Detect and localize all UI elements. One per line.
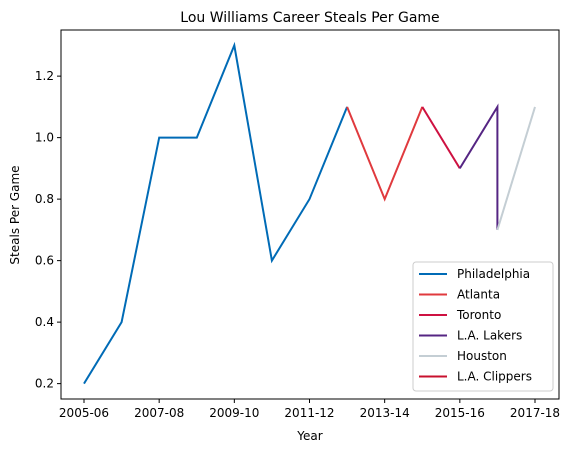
x-tick-label: 2011-12: [284, 406, 334, 420]
series-line: [83, 41, 349, 385]
y-tick-label: 0.6: [35, 254, 54, 268]
legend: Philadelphia Atlanta Toronto L.A. Lakers Hou…: [412, 261, 554, 392]
axis-ticks: 2005-06 2007-08 2009-10 2011-12 2013-14 2015-…: [35, 69, 560, 420]
x-tick-label: 2017-18: [510, 406, 560, 420]
y-tick-label: 0.8: [35, 192, 54, 206]
y-tick-label: 1.0: [35, 131, 54, 145]
y-axis-label: Steals Per Game: [8, 165, 22, 264]
legend-entry: Atlanta: [457, 288, 500, 302]
x-tick-label: 2005-06: [59, 406, 109, 420]
legend-entry: L.A. Lakers: [457, 329, 522, 343]
legend-entry: Houston: [457, 349, 507, 363]
x-tick-label: 2009-10: [209, 406, 259, 420]
legend-entry: Toronto: [456, 308, 501, 322]
x-tick-label: 2013-14: [360, 406, 410, 420]
y-tick-label: 1.2: [35, 69, 54, 83]
x-axis-label: Year: [296, 429, 322, 443]
y-tick-label: 0.2: [35, 377, 54, 391]
series-lines: [83, 41, 536, 385]
legend-entry: L.A. Clippers: [457, 370, 532, 384]
series-line: [496, 106, 536, 231]
x-tick-label: 2007-08: [134, 406, 184, 420]
series-line: [346, 106, 424, 202]
y-tick-label: 0.4: [35, 315, 54, 329]
legend-box: [412, 261, 554, 392]
series-line: [458, 103, 499, 230]
x-tick-label: 2015-16: [435, 406, 485, 420]
legend-entry: Philadelphia: [457, 267, 530, 281]
chart-title: Lou Williams Career Steals Per Game: [180, 10, 439, 26]
series-line: [421, 106, 461, 169]
